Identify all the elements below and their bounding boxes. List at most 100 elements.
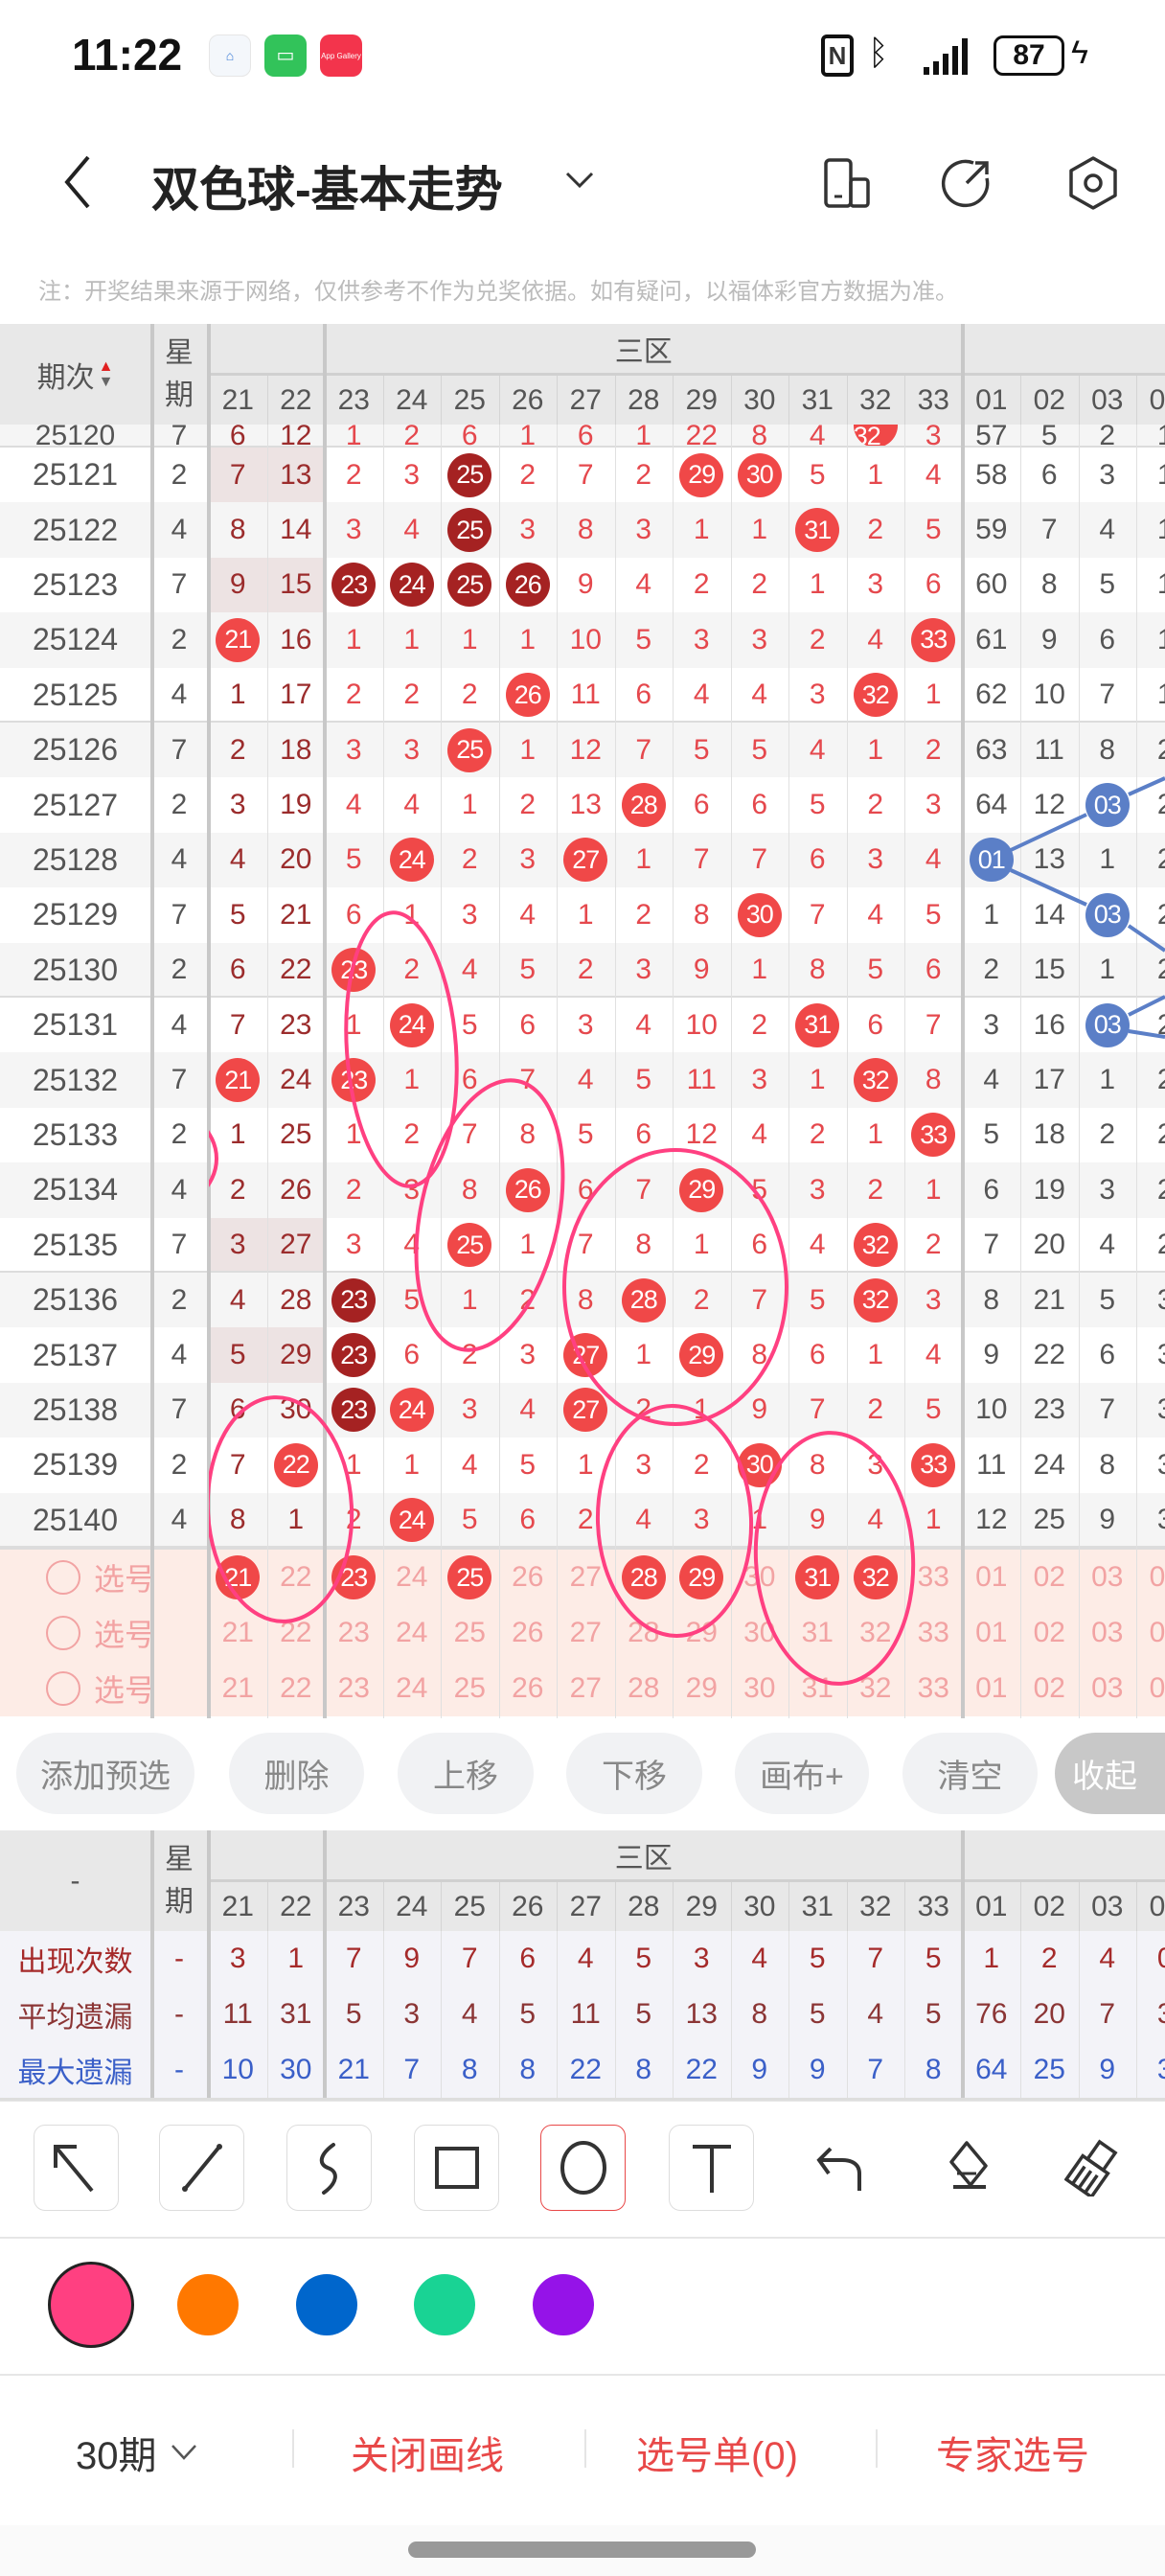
number-cell[interactable]: 6 [615, 668, 674, 723]
selectable-number[interactable]: 28 [615, 1661, 674, 1716]
number-cell[interactable]: 2 [325, 668, 383, 723]
number-cell[interactable]: 2 [1079, 1108, 1137, 1162]
number-cell[interactable]: 22 [267, 1438, 326, 1492]
number-cell[interactable]: 2 [325, 1493, 383, 1548]
omission-count[interactable]: 57 [975, 425, 1008, 448]
number-cell[interactable]: 1 [1136, 448, 1165, 502]
action-button[interactable]: 添加预选 [16, 1733, 194, 1814]
curve-tool-button[interactable] [286, 2125, 372, 2211]
omission-count[interactable]: 1 [635, 425, 652, 448]
settings-icon[interactable] [1067, 155, 1119, 211]
number-cell[interactable]: 25 [267, 1108, 326, 1162]
number-cell[interactable]: 9 [1079, 1493, 1137, 1548]
omission-count[interactable]: 1 [1136, 425, 1165, 448]
number-cell[interactable]: 2 [731, 998, 789, 1052]
number-cell[interactable]: 4 [499, 887, 558, 942]
selectable-number[interactable]: 21 [209, 1605, 267, 1661]
number-cell[interactable]: 32 [847, 425, 905, 448]
number-cell[interactable]: 2 [673, 558, 731, 612]
omission-count[interactable]: 6 [577, 425, 594, 448]
number-cell[interactable]: 3 [1136, 1327, 1165, 1382]
number-cell[interactable]: 7 [499, 1052, 558, 1107]
number-cell[interactable]: 4 [788, 723, 847, 777]
selectable-number[interactable]: 33 [904, 1661, 963, 1716]
selectable-number[interactable]: 03 [1079, 1550, 1137, 1605]
number-cell[interactable]: 4 [731, 668, 789, 723]
number-cell[interactable]: 3 [847, 833, 905, 887]
number-cell[interactable]: 9 [788, 1493, 847, 1548]
number-cell[interactable]: 30 [267, 1383, 326, 1438]
number-cell[interactable]: 1 [383, 612, 442, 667]
number-cell[interactable]: 16 [1020, 998, 1079, 1052]
omission-count[interactable]: 2 [1099, 425, 1116, 448]
omission-count[interactable]: 1 [519, 425, 537, 448]
omission-count[interactable]: 22 [685, 425, 718, 448]
number-cell[interactable]: 2 [615, 887, 674, 942]
number-cell[interactable]: 18 [267, 723, 326, 777]
number-cell[interactable]: 5 [615, 1052, 674, 1107]
number-cell[interactable]: 24 [267, 1052, 326, 1107]
number-cell[interactable]: 1 [673, 502, 731, 557]
number-cell[interactable]: 24 [383, 1383, 442, 1438]
number-cell[interactable]: 7 [1079, 668, 1137, 723]
number-cell[interactable]: 30 [731, 1438, 789, 1492]
number-cell[interactable]: 4 [441, 1438, 499, 1492]
number-cell[interactable]: 4 [383, 502, 442, 557]
number-cell[interactable]: 5 [788, 1273, 847, 1327]
number-cell[interactable]: 2 [1136, 998, 1165, 1052]
number-cell[interactable]: 23 [325, 1273, 383, 1327]
number-cell[interactable]: 6 [383, 1327, 442, 1382]
number-cell[interactable]: 4 [615, 558, 674, 612]
number-cell[interactable]: 23 [325, 1052, 383, 1107]
number-cell[interactable]: 32 [847, 1218, 905, 1273]
color-swatch[interactable] [177, 2274, 239, 2335]
number-cell[interactable]: 3 [1136, 1438, 1165, 1492]
number-cell[interactable]: 01 [963, 833, 1021, 887]
text-tool-button[interactable] [669, 2125, 754, 2211]
number-cell[interactable]: 5 [1079, 558, 1137, 612]
back-icon[interactable] [59, 153, 94, 211]
omission-count[interactable]: 6 [229, 425, 246, 448]
number-cell[interactable]: 60 [963, 558, 1021, 612]
selectable-number[interactable]: 21 [209, 1661, 267, 1716]
number-cell[interactable]: 8 [788, 943, 847, 998]
selectable-number[interactable]: 29 [673, 1661, 731, 1716]
number-cell[interactable]: 24 [1020, 1438, 1079, 1492]
number-cell[interactable]: 8 [209, 502, 267, 557]
number-cell[interactable]: 2 [1136, 1162, 1165, 1217]
number-cell[interactable]: 64 [963, 777, 1021, 832]
number-cell[interactable]: 21 [209, 612, 267, 667]
number-cell[interactable]: 2 [557, 1493, 615, 1548]
number-cell[interactable]: 27 [557, 1383, 615, 1438]
number-cell[interactable]: 1 [731, 1493, 789, 1548]
selectable-number[interactable]: 33 [904, 1550, 963, 1605]
number-cell[interactable]: 8 [209, 1493, 267, 1548]
number-cell[interactable]: 13 [1020, 833, 1079, 887]
action-button[interactable]: 删除 [229, 1733, 364, 1814]
selectable-number[interactable]: 32 [847, 1550, 905, 1605]
color-swatch[interactable] [48, 2262, 134, 2348]
number-cell[interactable]: 1 [441, 612, 499, 667]
number-cell[interactable]: 27 [557, 1327, 615, 1382]
number-cell[interactable]: 29 [673, 1327, 731, 1382]
number-cell[interactable]: 4 [557, 1052, 615, 1107]
number-cell[interactable]: 7 [557, 1218, 615, 1273]
number-cell[interactable]: 3 [441, 1383, 499, 1438]
rectangle-tool-button[interactable] [414, 2125, 499, 2211]
eraser-button[interactable] [924, 2125, 1009, 2211]
number-cell[interactable]: 7 [904, 998, 963, 1052]
omission-count[interactable]: 12 [280, 425, 312, 448]
number-cell[interactable]: 22 [1020, 1327, 1079, 1382]
number-cell[interactable]: 7 [209, 1438, 267, 1492]
number-cell[interactable]: 5 [963, 1108, 1021, 1162]
number-cell[interactable]: 28 [615, 777, 674, 832]
number-cell[interactable]: 8 [904, 1052, 963, 1107]
number-cell[interactable]: 1 [557, 887, 615, 942]
selection-row-toggle[interactable]: 选号 [46, 1613, 155, 1653]
selectable-number[interactable]: 32 [847, 1605, 905, 1661]
number-cell[interactable]: 32 [847, 1273, 905, 1327]
number-cell[interactable]: 2 [1136, 833, 1165, 887]
number-cell[interactable]: 12 [1020, 777, 1079, 832]
number-cell[interactable]: 2 [788, 1108, 847, 1162]
selectable-number[interactable]: 04 [1136, 1605, 1165, 1661]
